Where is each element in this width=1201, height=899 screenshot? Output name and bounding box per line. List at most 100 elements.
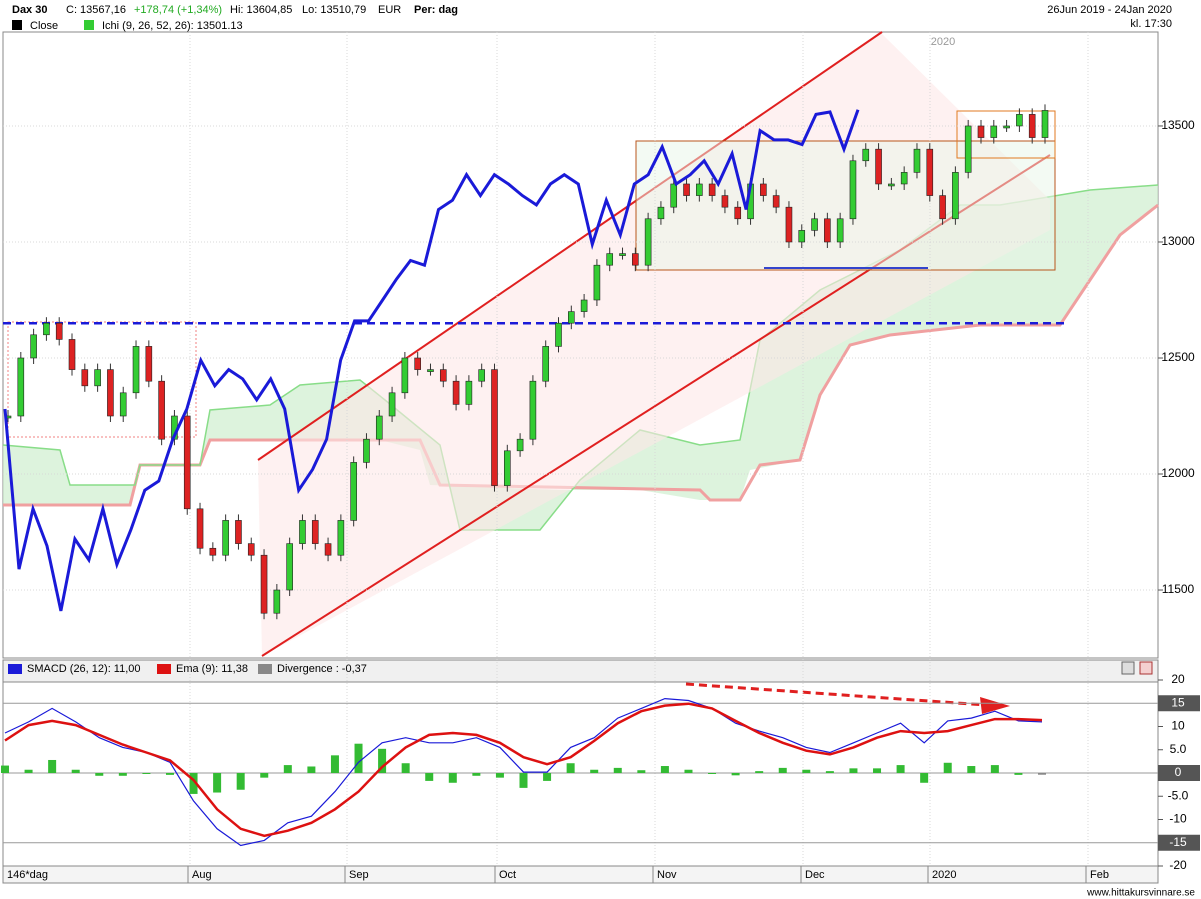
- candle: [107, 369, 114, 417]
- settings-button[interactable]: [1121, 661, 1135, 675]
- candle: [798, 230, 806, 243]
- candle: [222, 520, 229, 556]
- candle: [696, 183, 703, 196]
- legend-label: Ichi (9, 26, 52, 26): 13501.13: [102, 20, 243, 32]
- candle: [465, 380, 473, 405]
- y-tick-label: 10: [1171, 719, 1185, 733]
- candle: [913, 148, 921, 173]
- x-tick-label: Nov: [657, 869, 677, 881]
- candle: [158, 380, 165, 440]
- candle: [900, 172, 908, 185]
- arrow-head: [980, 697, 1010, 714]
- candle: [670, 183, 678, 208]
- histogram-bar: [1038, 773, 1046, 775]
- y-tick-label: -20: [1169, 858, 1187, 872]
- candle: [1016, 114, 1023, 127]
- histogram-bar: [401, 763, 410, 773]
- candle: [849, 160, 857, 220]
- candle: [657, 206, 665, 220]
- candle: [862, 148, 870, 162]
- close-value: C: 13567,16: [66, 4, 126, 16]
- low: Lo: 13510,79: [302, 4, 366, 16]
- period: Per: dag: [414, 4, 458, 16]
- candle: [606, 253, 614, 266]
- candle: [311, 520, 319, 544]
- high: Hi: 13604,85: [230, 4, 292, 16]
- histogram-bar: [660, 766, 669, 773]
- main-frame: [2, 31, 1159, 659]
- candle: [299, 520, 306, 544]
- candle: [888, 183, 895, 187]
- candle: [875, 148, 882, 185]
- y-tick-label: 12500: [1161, 350, 1195, 364]
- candle: [593, 264, 601, 301]
- histogram-bar: [24, 769, 33, 773]
- candle: [235, 520, 242, 544]
- candle: [363, 438, 370, 463]
- candle: [990, 125, 998, 138]
- histogram-bar: [849, 768, 858, 773]
- candle: [824, 218, 831, 243]
- candle: [55, 322, 63, 340]
- date-range: 26Jun 2019 - 24Jan 2020: [1047, 4, 1172, 16]
- candle: [94, 369, 101, 387]
- histogram-bar: [967, 766, 976, 773]
- legend-swatch: [84, 20, 94, 30]
- candle: [836, 218, 844, 243]
- candle: [260, 554, 268, 614]
- histogram-bar: [425, 773, 434, 781]
- candle: [478, 369, 485, 382]
- histogram-bar: [731, 773, 740, 776]
- x-tick-label: 2020: [932, 869, 956, 881]
- histogram-bar: [802, 769, 811, 773]
- candle: [1041, 110, 1049, 138]
- candle: [516, 438, 524, 452]
- y-tick-label: 11500: [1162, 582, 1195, 596]
- histogram-bar: [990, 765, 999, 773]
- y-tick-label: 0: [1175, 765, 1182, 779]
- legend-swatch: [258, 664, 272, 674]
- histogram-bar: [378, 748, 387, 773]
- y-tick-label: -5.0: [1168, 788, 1189, 802]
- candle: [964, 125, 972, 173]
- histogram-bar: [95, 773, 104, 776]
- candle: [683, 183, 690, 196]
- legend-label: Ema (9): 11,38: [176, 663, 248, 675]
- histogram-bar: [307, 766, 316, 773]
- y-tick-label: -15: [1169, 835, 1187, 849]
- candle: [68, 339, 76, 370]
- x-axis-band: [2, 865, 1159, 884]
- x-tick-label: Dec: [805, 869, 825, 881]
- candle: [324, 543, 332, 556]
- candle: [785, 206, 793, 243]
- ema-line: [4, 702, 1043, 838]
- histogram-bar: [354, 743, 363, 773]
- close-button[interactable]: [1139, 661, 1153, 675]
- candle: [708, 183, 716, 196]
- legend-label: Divergence : -0,37: [277, 663, 367, 675]
- x-tick-label: 146*dag: [7, 869, 48, 881]
- histogram-bar: [943, 762, 952, 773]
- histogram-bar: [825, 771, 834, 773]
- y-tick-label: 15: [1171, 695, 1185, 709]
- smacd-line: [4, 697, 1043, 847]
- y-tick-label: -10: [1169, 812, 1187, 826]
- histogram-bar: [142, 773, 151, 774]
- candle: [734, 206, 742, 220]
- candle: [414, 357, 421, 370]
- x-tick-label: Feb: [1090, 869, 1109, 881]
- candle: [388, 392, 396, 417]
- candle: [81, 369, 89, 387]
- legend-swatch: [8, 664, 22, 674]
- range-box-small: [956, 110, 1056, 159]
- instrument: Dax 30: [12, 4, 47, 16]
- currency: EUR: [378, 4, 401, 16]
- histogram-bar: [118, 773, 127, 776]
- candle: [580, 299, 588, 312]
- y-tick-label: 12000: [1161, 466, 1195, 480]
- candle: [196, 508, 204, 549]
- candle: [542, 346, 550, 382]
- comparison-line: [3, 109, 860, 612]
- year-marker: 2020: [931, 36, 955, 48]
